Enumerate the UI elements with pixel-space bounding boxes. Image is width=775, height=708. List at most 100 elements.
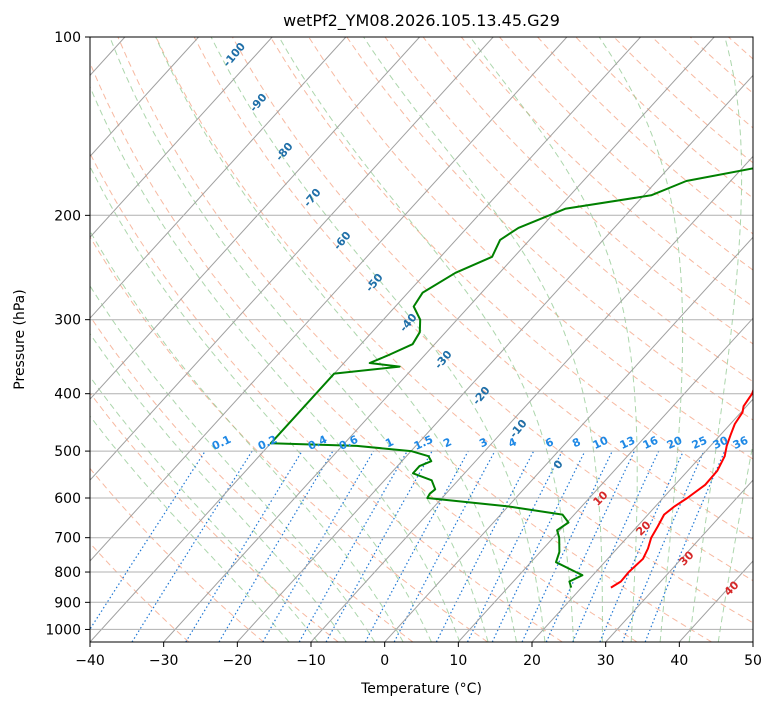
moist-adiabat [688,37,743,642]
mixing-ratio-label: 20 [665,434,685,452]
mixing-ratio-line [131,450,253,642]
moist-adiabat [598,37,684,642]
y-tick-label: 1000 [45,622,81,638]
dry-adiabat [460,37,753,308]
isotherm-line [384,236,753,642]
moist-adiabat [363,37,603,642]
dry-adiabat [537,37,753,235]
dry-adiabat [90,542,190,642]
mixing-ratio-line [644,450,726,642]
isotherm-line [90,37,273,238]
x-tick-label: −40 [75,653,105,669]
mixing-ratio-line [298,450,408,642]
mixing-ratio-label: 0.4 [306,433,329,453]
isotherm-line [90,37,347,319]
moist-adiabat [155,37,517,642]
y-axis-title: Pressure (hPa) [12,289,28,389]
mixing-ratio-line [572,450,660,642]
background-lines [90,37,753,642]
mixing-ratio-line [364,450,469,642]
dry-adiabat [90,61,638,642]
x-tick-label: 20 [523,653,541,669]
mixing-ratio-line [393,450,496,642]
mixing-ratio-label: 1.5 [412,433,435,453]
y-tick-label: 400 [54,387,81,403]
mixing-ratio-line [325,450,433,642]
mixing-ratio-label: 8 [570,435,582,450]
line-labels: 0.1 0.2 0.4 0.6 1 1.5 2 3 4 6 8 10 13 16 20 25 30 36-100-… [210,40,751,599]
dry-adiabat [270,37,753,500]
mixing-ratio-label: 10 [591,434,611,452]
mixing-ratio-line [466,450,563,642]
isotherm-line [752,641,753,642]
x-tick-label: 10 [449,653,467,669]
moist-adiabat [90,332,347,642]
dry-adiabat [193,37,753,582]
dry-adiabat [384,37,753,383]
moist-adiabat [469,37,638,642]
dry-adiabat [689,37,753,94]
dry-adiabat [346,37,753,421]
dry-adiabat [90,235,488,642]
dewpoint-profile-line [269,167,753,588]
x-tick-label: 30 [597,653,615,669]
profile-lines [269,167,753,589]
moist-adiabat [278,37,575,642]
mixing-ratio-line [218,450,334,642]
dry-adiabat [308,37,753,460]
moist-adiabat [90,85,461,642]
isotherm-line [236,74,753,642]
mixing-ratio-line [90,450,206,631]
dry-adiabat [155,37,753,624]
isotherm-line [90,37,494,481]
moist-adiabat [90,284,376,642]
dry-adiabat [90,467,264,642]
mixing-ratio-line [599,450,684,642]
x-tick-label: −10 [296,653,326,669]
mixing-ratio-label: 30 [711,434,731,452]
isotherm-line [90,37,420,400]
mixing-ratio-line [621,450,705,642]
moist-adiabat-label: -30 [432,348,455,372]
x-axis-title: Temperature (°C) [360,681,482,697]
mixing-ratio-line [435,450,535,642]
dry-adiabat [90,392,339,642]
y-tick-label: 500 [54,444,81,460]
y-axis: 100 200 300 400 500 600 700 800 900 1000 [45,30,90,638]
y-tick-label: 900 [54,595,81,611]
dry-adiabat [575,37,753,199]
isotherm-line [90,37,568,562]
plot-frame [89,36,754,643]
moist-adiabat-label: -60 [331,229,354,253]
mixing-ratio-label: 36 [731,434,751,452]
moist-adiabat-label: -20 [470,384,493,408]
x-axis: −40 −30 −20 −10 0 10 20 30 40 50 [75,642,762,669]
y-tick-label: 600 [54,491,81,507]
mixing-ratio-line [521,450,613,642]
moist-adiabat [90,165,432,642]
mixing-ratio-line [262,450,375,642]
dry-adiabat [117,37,712,642]
moist-adiabat-label: -70 [301,186,324,210]
dry-adiabat [728,37,753,60]
y-tick-label: 100 [54,30,81,46]
mixing-ratio-line [491,450,586,642]
mixing-ratio-label: 2 [441,435,453,450]
isotherm-line [457,317,753,642]
dry-adiabat [651,37,753,129]
y-tick-label: 200 [54,208,81,224]
moist-adiabat [90,230,404,642]
mixing-ratio-line [185,450,303,642]
isotherm-line [531,398,753,642]
chart-title: wetPf2_YM08.2026.105.13.45.G29 [283,11,560,31]
temperature-profile-line [610,388,753,589]
moist-adiabat-label: -100 [220,40,248,70]
mixing-ratio-label: 16 [641,434,661,452]
isotherm-line [90,37,641,642]
moist-adiabat-label: -80 [273,140,296,164]
grid-lines [90,37,753,642]
dry-adiabat-label: 30 [677,548,697,568]
isotherm-line [90,37,199,158]
mixing-ratio-label: 0.2 [256,433,279,453]
